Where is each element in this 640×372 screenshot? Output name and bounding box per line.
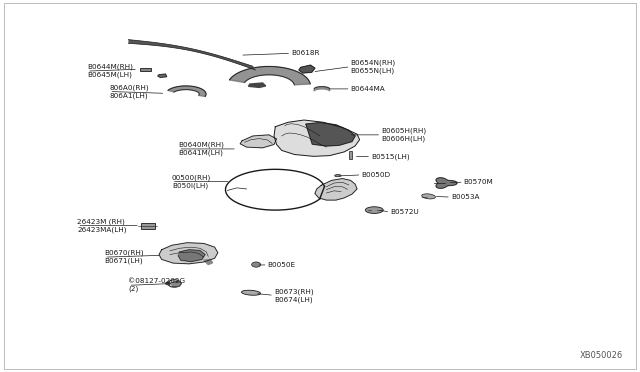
Text: B0605H(RH)
B0606H(LH): B0605H(RH) B0606H(LH) [381,128,426,142]
Polygon shape [299,65,315,73]
Text: B0050E: B0050E [268,262,296,268]
Text: B0618R: B0618R [291,50,320,56]
Ellipse shape [241,290,260,295]
Text: B0644M(RH)
B0645M(LH): B0644M(RH) B0645M(LH) [87,64,132,78]
Text: B0640M(RH)
B0641M(LH): B0640M(RH) B0641M(LH) [178,142,224,156]
Text: 806A0(RH)
806A1(LH): 806A0(RH) 806A1(LH) [109,84,149,99]
Polygon shape [129,39,255,70]
Text: B0644MA: B0644MA [351,86,385,92]
Text: B0053A: B0053A [451,194,479,200]
FancyBboxPatch shape [141,224,156,229]
Text: B0570M: B0570M [464,179,493,185]
Polygon shape [204,259,212,264]
Polygon shape [159,243,218,264]
Polygon shape [172,281,181,287]
Polygon shape [168,86,206,96]
Polygon shape [436,178,457,188]
Text: B0654N(RH)
B0655N(LH): B0654N(RH) B0655N(LH) [351,60,396,74]
FancyBboxPatch shape [349,151,352,159]
Polygon shape [229,67,310,85]
Text: 00500(RH)
B050I(LH): 00500(RH) B050I(LH) [172,174,211,189]
Polygon shape [274,120,360,156]
Circle shape [168,280,180,287]
Text: 26423M (RH)
26423MA(LH): 26423M (RH) 26423MA(LH) [77,218,127,233]
Circle shape [166,282,171,285]
Polygon shape [178,250,205,262]
Polygon shape [306,123,355,146]
Polygon shape [248,83,266,87]
Ellipse shape [335,174,341,177]
Polygon shape [158,74,167,77]
Text: B0670(RH)
B0671(LH): B0670(RH) B0671(LH) [104,250,144,264]
Text: B0515(LH): B0515(LH) [371,153,410,160]
Ellipse shape [365,207,383,214]
Ellipse shape [422,194,435,199]
Text: B0050D: B0050D [362,172,390,178]
Circle shape [252,262,260,267]
Text: B0673(RH)
B0674(LH): B0673(RH) B0674(LH) [274,288,314,302]
Text: B0572U: B0572U [390,209,419,215]
Text: ©08127-0202G
(2): ©08127-0202G (2) [129,278,186,292]
Polygon shape [314,87,330,91]
Polygon shape [240,135,276,148]
Polygon shape [315,179,357,200]
FancyBboxPatch shape [140,68,152,71]
Text: XB050026: XB050026 [580,351,623,360]
